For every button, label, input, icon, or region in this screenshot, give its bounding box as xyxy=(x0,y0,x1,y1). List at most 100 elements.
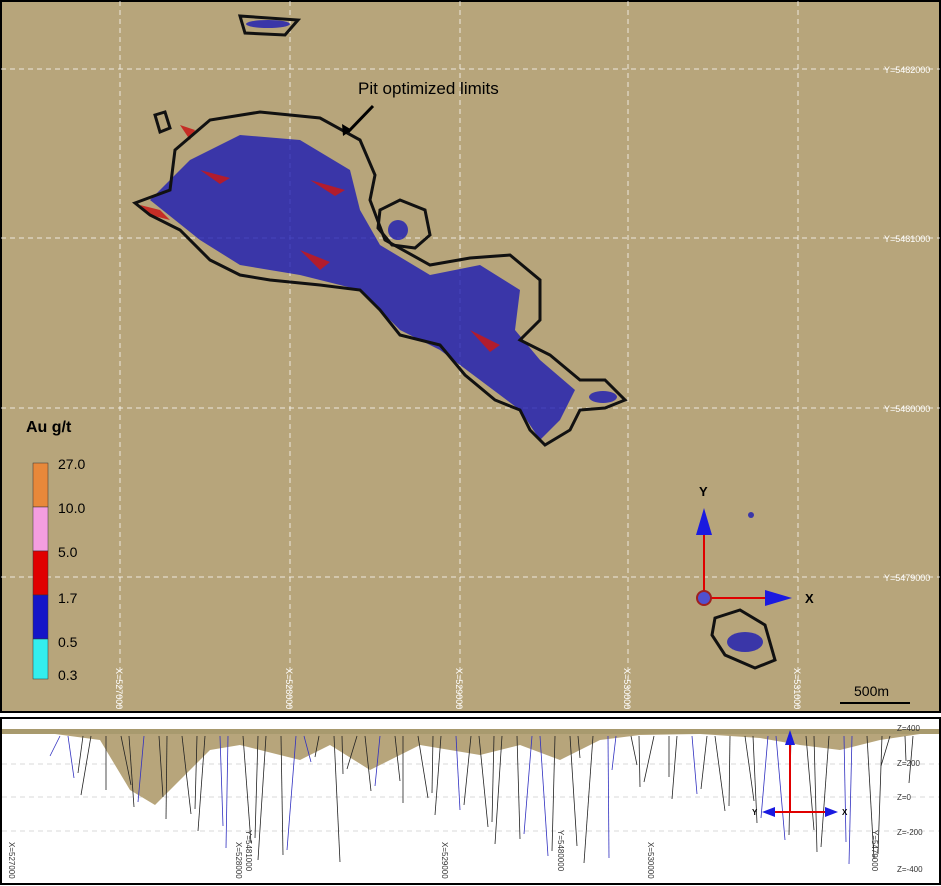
drillhole xyxy=(257,735,267,861)
drillhole xyxy=(491,735,495,823)
axis-label: X xyxy=(805,591,814,606)
drillhole xyxy=(607,735,610,859)
drillhole xyxy=(539,735,549,857)
y-labels: Y=5482000 Y=5481000 Y=5480000 Y=5479000 xyxy=(884,65,930,583)
annotation-arrow xyxy=(346,104,375,134)
legend-label: 27.0 xyxy=(58,456,85,472)
z-label: Z=400 xyxy=(897,724,920,733)
drillhole xyxy=(714,735,726,812)
grid-label: Y=5482000 xyxy=(884,65,930,75)
legend-title: Au g/t xyxy=(26,419,72,436)
drillhole xyxy=(417,735,429,799)
drillhole xyxy=(848,735,853,865)
drillhole xyxy=(880,735,891,767)
drillhole xyxy=(333,735,341,863)
drillhole xyxy=(843,735,847,843)
legend-label: 0.5 xyxy=(58,634,78,650)
drillhole xyxy=(671,735,678,800)
drillhole xyxy=(516,735,521,840)
axis-label: Y xyxy=(752,808,758,817)
section-label: Y=5479000 xyxy=(870,830,879,872)
drillhole xyxy=(569,735,578,847)
grid-label: X=530000 xyxy=(622,668,632,709)
drillhole xyxy=(286,735,297,851)
section-content xyxy=(2,729,939,865)
drillhole xyxy=(374,735,381,787)
drillhole xyxy=(394,735,401,782)
legend-label: 1.7 xyxy=(58,590,78,606)
drillhole xyxy=(314,735,320,758)
drillhole xyxy=(77,735,84,774)
drillhole xyxy=(813,735,818,853)
section-label: X=528000 xyxy=(234,842,243,879)
z-label: Z=-200 xyxy=(897,828,923,837)
ore-blocks xyxy=(140,20,763,652)
drillhole xyxy=(638,735,641,788)
drillhole xyxy=(128,735,135,808)
drillhole xyxy=(478,735,489,828)
annotation: Pit optimized limits xyxy=(358,79,499,98)
grid-label: X=531000 xyxy=(792,668,802,709)
drillhole xyxy=(219,735,224,827)
drillhole xyxy=(341,735,344,775)
section-x-labels: X=527000 X=528000 Y=5481000 X=529000 Y=5… xyxy=(7,830,879,879)
grid-label: Y=5479000 xyxy=(884,573,930,583)
drillhole xyxy=(158,735,164,798)
grid-label: Y=5480000 xyxy=(884,404,930,414)
drillhole xyxy=(303,735,312,763)
drillhole xyxy=(691,735,698,795)
grid-label: X=529000 xyxy=(454,668,464,709)
drillhole xyxy=(877,735,883,855)
section-triad: Y X xyxy=(752,730,848,817)
drillhole xyxy=(494,735,503,845)
section-z-labels: Z=400 Z=200 Z=0 Z=-200 Z=-400 xyxy=(897,724,923,874)
drillhole xyxy=(728,735,731,807)
drillhole xyxy=(254,735,259,839)
drillhole xyxy=(165,735,168,820)
drillhole xyxy=(194,735,198,810)
drillhole xyxy=(744,735,755,802)
drillhole xyxy=(280,735,284,856)
drillhole xyxy=(463,735,472,806)
drillhole xyxy=(630,735,638,766)
drillhole xyxy=(820,735,830,848)
drillhole xyxy=(551,735,556,852)
scale-bar-label: 500m xyxy=(854,683,889,699)
z-label: Z=200 xyxy=(897,759,920,768)
drillhole xyxy=(643,735,655,783)
drillhole xyxy=(431,735,434,794)
legend: Au g/t 27.0 10.0 5.0 1.7 0.5 0.3 xyxy=(26,419,85,683)
axis-triad: Y X xyxy=(696,484,814,606)
drillhole xyxy=(523,735,533,835)
drillhole xyxy=(49,735,61,757)
section-label: X=527000 xyxy=(7,842,16,879)
z-label: Z=-400 xyxy=(897,865,923,874)
arrow-head xyxy=(342,124,352,136)
axis-label: X xyxy=(842,808,848,817)
drillhole xyxy=(364,735,372,792)
drillhole xyxy=(908,735,914,784)
legend-label: 10.0 xyxy=(58,500,85,516)
drillhole xyxy=(775,735,786,841)
axis-label: Y xyxy=(699,484,708,499)
drillhole xyxy=(760,735,769,819)
section-label: Y=5481000 xyxy=(244,830,253,872)
drillhole xyxy=(80,735,92,796)
grid-label: X=528000 xyxy=(284,668,294,709)
drillhole xyxy=(346,735,358,770)
drillhole xyxy=(120,735,132,786)
drillhole xyxy=(611,735,617,771)
drillhole xyxy=(805,735,815,831)
z-label: Z=0 xyxy=(897,793,912,802)
section-label: X=529000 xyxy=(440,842,449,879)
drillhole xyxy=(137,735,145,803)
drillhole xyxy=(866,735,875,860)
drillhole xyxy=(752,735,758,824)
drillhole xyxy=(67,735,75,779)
drillhole xyxy=(181,735,192,815)
pit-outlines xyxy=(131,14,777,670)
drillhole xyxy=(197,735,206,832)
legend-label: 0.3 xyxy=(58,667,78,683)
grid-label: X=527000 xyxy=(114,668,124,709)
